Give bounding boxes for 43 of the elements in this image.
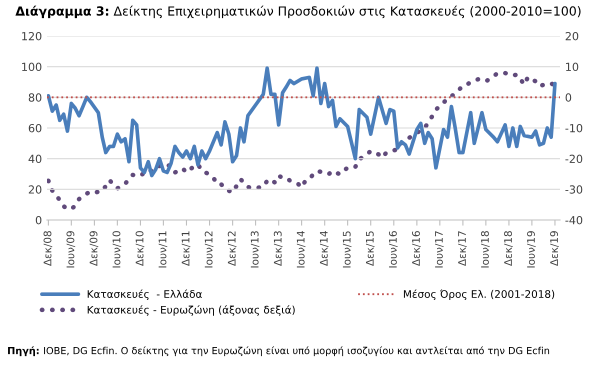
x-tick-label: Ιουν/17 [435,231,444,268]
x-tick-label: Ιουν/13 [250,231,260,268]
text: Πηγή: IOBE, DG Ecfin. Ο δείκτης για την Ευρωζώνη είναι υπό μορφή ισοζυγίου και αντλείται από την DG Ecfin [8,346,550,356]
x-tick-label: Ιουν/09 [66,231,76,268]
y2-tick-label: -30 [565,185,582,194]
y2-tick-label: 0 [566,93,572,102]
legend-label: Μέσος Όρος Ελ. (2001-2018) [404,289,554,300]
x-tick-label: Δεκ/18 [504,231,513,266]
y2-tick-label: -20 [565,154,582,164]
y2-tick-label: 10 [566,62,578,72]
legend-label: Κατασκευές - Ευρωζώνη (άξονας δεξιά) [88,305,295,316]
y2-tick-label: -10 [565,124,582,132]
x-tick-label: Ιουν/16 [388,231,398,268]
y-tick-label: 80 [28,93,42,102]
legend-label: Κατασκευές - Ελλάδα [88,289,202,300]
x-tick-label: Δεκ/15 [366,231,375,266]
y-tick-label: 0 [36,216,42,224]
y-tick-label: 20 [28,185,42,194]
line-series [47,66,557,178]
x-tick-label: Ιουν/18 [480,231,490,268]
x-tick-label: Ιουν/15 [342,231,352,268]
x-tick-label: Δεκ/19 [550,231,559,266]
x-tick-label: Ιουν/19 [527,231,536,268]
x-tick-label: Ιουν/10 [112,231,122,268]
chart-title: Διάγραμμα 3: Δείκτης Επιχειρηματικών Προσδοκιών στις Κατασκευές (2000-2010=100) [15,6,581,18]
x-tick-label: Ιουν/12 [204,231,214,268]
x-tick-label: Δεκ/09 [90,231,98,266]
y-tick-label: 60 [28,124,42,132]
x-tick-label: Δεκ/12 [228,231,236,266]
x-tick-label: Δεκ/13 [274,231,282,266]
x-tick-label: Δεκ/08 [44,231,52,266]
y2-tick-label: 20 [566,32,578,40]
x-tick-label: Δεκ/17 [458,231,467,266]
x-tick-label: Ιουν/11 [158,231,168,268]
x-tick-label: Ιουν/14 [296,231,306,268]
y-tick-label: 120 [22,32,42,40]
x-tick-label: Δεκ/11 [182,231,190,266]
y-tick-label: 100 [22,62,42,72]
x-tick-label: Δεκ/14 [320,231,329,266]
y-tick-label: 40 [28,154,42,164]
x-tick-label: Δεκ/16 [412,231,421,266]
y2-tick-label: -40 [565,216,582,224]
x-tick-label: Δεκ/10 [136,231,144,266]
